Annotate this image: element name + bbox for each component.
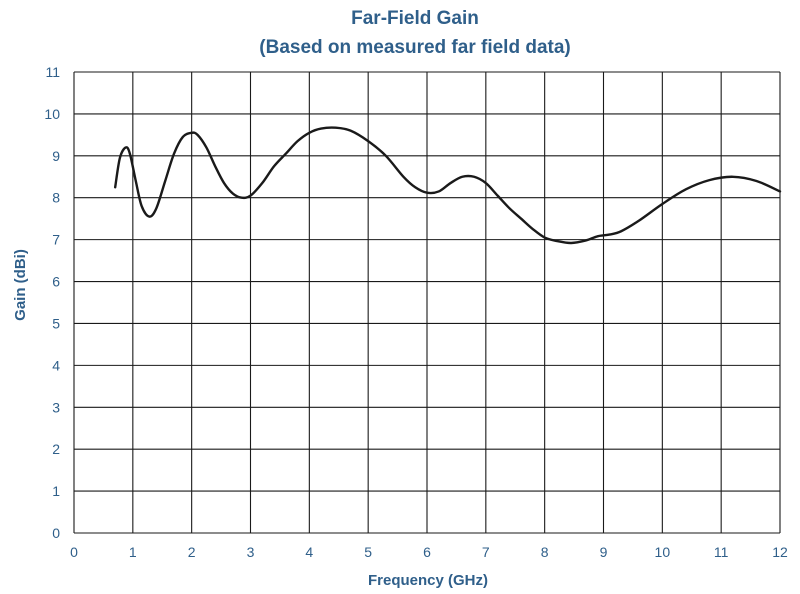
- chart-subtitle: (Based on measured far field data): [259, 37, 570, 58]
- x-tick-label: 9: [600, 544, 608, 560]
- x-axis-label: Frequency (GHz): [368, 572, 488, 589]
- x-tick-label: 0: [70, 544, 78, 560]
- x-tick-label: 7: [482, 544, 490, 560]
- y-tick-label: 11: [45, 64, 60, 80]
- x-tick-label: 12: [772, 544, 788, 560]
- x-tick-label: 8: [541, 544, 549, 560]
- y-tick-label: 3: [52, 399, 60, 415]
- gain-series-line: [113, 126, 782, 245]
- y-tick-label: 1: [52, 483, 60, 499]
- y-tick-label: 10: [44, 106, 60, 122]
- grid: [73, 71, 781, 534]
- y-tick-label: 6: [52, 274, 60, 290]
- y-tick-label: 5: [52, 315, 60, 331]
- y-tick-label: 4: [52, 357, 60, 373]
- x-tick-label: 3: [247, 544, 255, 560]
- y-tick-label: 0: [52, 525, 60, 541]
- y-tick-label: 8: [52, 190, 60, 206]
- y-tick-label: 2: [52, 441, 60, 457]
- x-tick-label: 1: [129, 544, 137, 560]
- y-axis-label: Gain (dBi): [12, 249, 29, 321]
- x-tick-label: 2: [188, 544, 196, 560]
- plot-area: [113, 126, 782, 245]
- y-tick-label: 9: [52, 148, 60, 164]
- y-tick-label: 7: [52, 232, 60, 248]
- x-tick-label: 5: [364, 544, 372, 560]
- x-tick-label: 4: [305, 544, 313, 560]
- x-tick-label: 6: [423, 544, 431, 560]
- chart-title: Far-Field Gain: [351, 8, 479, 29]
- x-tick-label: 11: [714, 544, 729, 560]
- x-tick-label: 10: [655, 544, 671, 560]
